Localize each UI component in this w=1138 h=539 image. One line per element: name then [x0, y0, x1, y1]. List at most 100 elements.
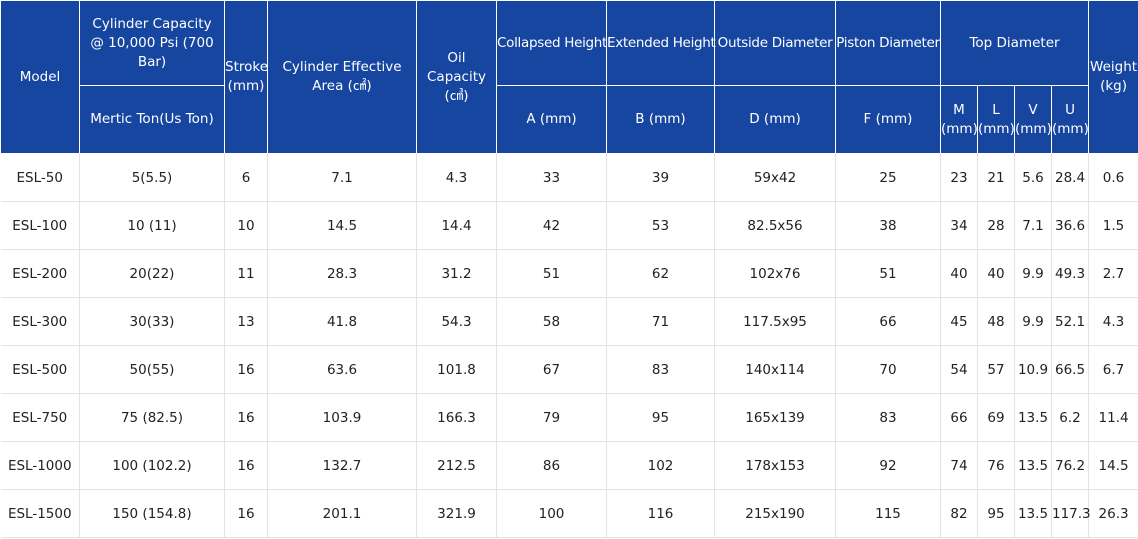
table-row: ESL-50 5(5.5) 6 7.1 4.3 33 39 59x42 25 2… — [0, 153, 1138, 202]
cell-stroke: 16 — [224, 489, 268, 538]
cell-top-u: 66.5 — [1051, 345, 1090, 394]
cell-outside: 140x114 — [714, 345, 836, 394]
cell-weight: 11.4 — [1088, 393, 1138, 442]
cell-stroke: 16 — [224, 345, 268, 394]
cell-capacity: 75 (82.5) — [79, 393, 225, 442]
cell-piston: 66 — [835, 297, 941, 346]
cell-area: 103.9 — [267, 393, 417, 442]
cell-area: 63.6 — [267, 345, 417, 394]
cell-area: 132.7 — [267, 441, 417, 490]
cell-piston: 70 — [835, 345, 941, 394]
cell-capacity: 150 (154.8) — [79, 489, 225, 538]
header-weight: Weight (kg) — [1088, 0, 1138, 154]
cell-capacity: 20(22) — [79, 249, 225, 298]
header-capacity-sub: Mertic Ton(Us Ton) — [79, 85, 225, 154]
cell-outside: 215x190 — [714, 489, 836, 538]
cell-weight: 14.5 — [1088, 441, 1138, 490]
cell-weight: 26.3 — [1088, 489, 1138, 538]
cell-extended: 71 — [606, 297, 715, 346]
cell-top-m: 66 — [940, 393, 978, 442]
header-top-v: V (mm) — [1014, 85, 1052, 154]
cell-extended: 116 — [606, 489, 715, 538]
cell-top-v: 13.5 — [1014, 489, 1052, 538]
cell-oil: 166.3 — [416, 393, 497, 442]
cell-capacity: 100 (102.2) — [79, 441, 225, 490]
cell-area: 28.3 — [267, 249, 417, 298]
cell-stroke: 11 — [224, 249, 268, 298]
cell-collapsed: 58 — [496, 297, 607, 346]
cell-oil: 212.5 — [416, 441, 497, 490]
cell-model: ESL-1000 — [0, 441, 80, 490]
cell-oil: 321.9 — [416, 489, 497, 538]
table-row: ESL-100 10 (11) 10 14.5 14.4 42 53 82.5x… — [0, 201, 1138, 250]
cell-top-u: 36.6 — [1051, 201, 1090, 250]
cell-top-m: 74 — [940, 441, 978, 490]
cell-stroke: 16 — [224, 393, 268, 442]
cell-outside: 117.5x95 — [714, 297, 836, 346]
cell-weight: 1.5 — [1088, 201, 1138, 250]
header-stroke: Stroke (mm) — [224, 0, 268, 154]
cell-outside: 59x42 — [714, 153, 836, 202]
cell-piston: 51 — [835, 249, 941, 298]
cell-stroke: 13 — [224, 297, 268, 346]
cell-stroke: 10 — [224, 201, 268, 250]
cell-top-u: 76.2 — [1051, 441, 1090, 490]
header-top-m: M (mm) — [940, 85, 978, 154]
cell-top-m: 40 — [940, 249, 978, 298]
cell-top-v: 7.1 — [1014, 201, 1052, 250]
cell-piston: 25 — [835, 153, 941, 202]
cell-top-m: 82 — [940, 489, 978, 538]
cell-top-l: 40 — [977, 249, 1015, 298]
cell-weight: 4.3 — [1088, 297, 1138, 346]
header-capacity-group: Cylinder Capacity @ 10,000 Psi (700 Bar) — [79, 0, 225, 86]
cell-capacity: 10 (11) — [79, 201, 225, 250]
header-piston-diameter: Piston Diameter — [835, 0, 941, 86]
cell-top-l: 57 — [977, 345, 1015, 394]
cell-top-v: 13.5 — [1014, 393, 1052, 442]
header-outside-diameter: Outside Diameter — [714, 0, 836, 86]
cell-capacity: 5(5.5) — [79, 153, 225, 202]
cell-top-u: 28.4 — [1051, 153, 1090, 202]
header-outside-sub: D (mm) — [714, 85, 836, 154]
cell-top-v: 5.6 — [1014, 153, 1052, 202]
cell-capacity: 50(55) — [79, 345, 225, 394]
cell-top-l: 28 — [977, 201, 1015, 250]
cell-model: ESL-500 — [0, 345, 80, 394]
header-extended-height: Extended Height — [606, 0, 716, 86]
cell-oil: 14.4 — [416, 201, 497, 250]
cell-extended: 53 — [606, 201, 715, 250]
cell-area: 41.8 — [267, 297, 417, 346]
cell-piston: 38 — [835, 201, 941, 250]
header-collapsed-sub: A (mm) — [496, 85, 607, 154]
cell-stroke: 16 — [224, 441, 268, 490]
cell-outside: 82.5x56 — [714, 201, 836, 250]
table-row: ESL-1000 100 (102.2) 16 132.7 212.5 86 1… — [0, 441, 1138, 490]
cell-model: ESL-200 — [0, 249, 80, 298]
cell-collapsed: 100 — [496, 489, 607, 538]
cell-collapsed: 33 — [496, 153, 607, 202]
cell-collapsed: 67 — [496, 345, 607, 394]
cell-top-u: 6.2 — [1051, 393, 1090, 442]
cell-area: 7.1 — [267, 153, 417, 202]
cell-top-l: 48 — [977, 297, 1015, 346]
cell-model: ESL-750 — [0, 393, 80, 442]
cell-top-l: 95 — [977, 489, 1015, 538]
cell-collapsed: 51 — [496, 249, 607, 298]
cell-top-v: 13.5 — [1014, 441, 1052, 490]
cell-extended: 95 — [606, 393, 715, 442]
cell-extended: 102 — [606, 441, 715, 490]
cell-outside: 178x153 — [714, 441, 836, 490]
table-row: ESL-300 30(33) 13 41.8 54.3 58 71 117.5x… — [0, 297, 1138, 346]
cell-top-m: 54 — [940, 345, 978, 394]
cell-piston: 92 — [835, 441, 941, 490]
cell-area: 201.1 — [267, 489, 417, 538]
header-oil-capacity: Oil Capacity (㎤) — [416, 0, 497, 154]
cell-top-u: 117.3 — [1051, 489, 1091, 538]
table-row: ESL-500 50(55) 16 63.6 101.8 67 83 140x1… — [0, 345, 1138, 394]
cell-extended: 39 — [606, 153, 715, 202]
header-collapsed-height: Collapsed Height — [496, 0, 607, 86]
cell-piston: 115 — [835, 489, 941, 538]
cell-oil: 54.3 — [416, 297, 497, 346]
cell-top-v: 9.9 — [1014, 249, 1052, 298]
